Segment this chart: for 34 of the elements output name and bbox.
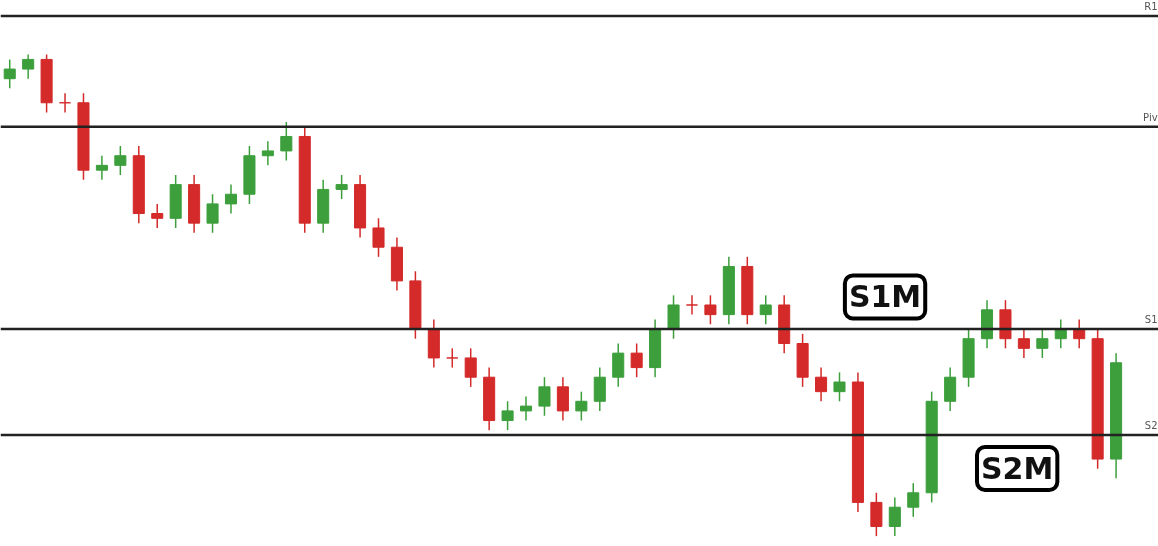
candlestick (261, 140, 274, 167)
candlestick (335, 174, 348, 200)
candlestick (1036, 328, 1049, 359)
annotation: S2M (981, 451, 1054, 486)
candlestick (151, 203, 164, 229)
candlestick (464, 347, 477, 388)
candlestick (888, 496, 901, 537)
candlestick (759, 294, 772, 325)
candlestick (372, 217, 385, 258)
candlestick (114, 145, 127, 176)
candlestick (685, 294, 699, 316)
candlestick (575, 390, 588, 422)
candlestick (280, 121, 293, 162)
candlestick (206, 193, 219, 234)
candlestick (95, 154, 108, 181)
candlestick (630, 342, 643, 378)
ref-line-label: Piv (1143, 111, 1158, 123)
ref-line-label: S2 (1144, 419, 1158, 431)
candlestick (538, 376, 551, 417)
ref-line-label: S1 (1144, 314, 1158, 326)
candlestick (446, 347, 459, 369)
candlestick (59, 92, 72, 114)
candlestick (519, 395, 533, 422)
candlestick (833, 371, 846, 403)
candlestick (704, 294, 717, 325)
candlestick (815, 366, 828, 403)
annotation: S1M (848, 279, 922, 315)
candlestick (1017, 328, 1030, 359)
ref-line-label: R1 (1144, 1, 1158, 13)
candlestick (3, 58, 16, 90)
candlestick (22, 53, 35, 80)
candlestick (224, 183, 238, 215)
candlestick (501, 400, 514, 431)
candlestick (907, 482, 920, 518)
